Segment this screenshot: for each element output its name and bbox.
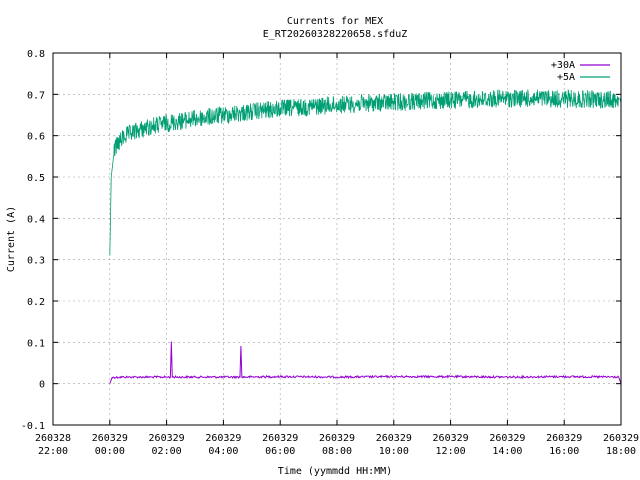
y-tick-label: 0.2 (27, 297, 45, 308)
x-tick-label-time: 06:00 (265, 446, 295, 457)
x-tick-label-time: 00:00 (95, 446, 125, 457)
x-tick-label-date: 260329 (319, 433, 355, 444)
x-tick-label-date: 260329 (546, 433, 582, 444)
y-tick-label: 0.8 (27, 49, 45, 60)
x-tick-label-time: 02:00 (152, 446, 182, 457)
y-axis-ticks: -0.1 0 0.1 0.2 0.3 0.4 0.5 0.6 0.7 0.8 (21, 49, 621, 432)
x-tick-label-date: 260328 (35, 433, 71, 444)
y-tick-label: 0.1 (27, 338, 45, 349)
x-tick-label-time: 16:00 (549, 446, 579, 457)
x-tick-label-time: 04:00 (208, 446, 238, 457)
x-tick-label-date: 260329 (262, 433, 298, 444)
x-tick-label-date: 260329 (149, 433, 185, 444)
x-tick-label-date: 260329 (433, 433, 469, 444)
y-axis-label: Current (A) (6, 206, 17, 272)
x-tick-label-date: 260329 (92, 433, 128, 444)
y-tick-label: 0.3 (27, 256, 45, 267)
legend-label: +30A (551, 60, 575, 71)
series-line (109, 88, 622, 256)
legend-label: +5A (557, 72, 575, 83)
chart-title: Currents for MEX (287, 16, 383, 27)
x-axis-ticks: 260328 22:00 260329 00:00 260329 02:00 260329 0… (35, 53, 639, 457)
plot-series (109, 88, 622, 384)
series-line (109, 341, 622, 384)
y-tick-label: 0.5 (27, 173, 45, 184)
chart-subtitle: E_RT20260328220658.sfduZ (263, 29, 408, 40)
x-tick-label-date: 260329 (603, 433, 639, 444)
x-tick-label-date: 260329 (489, 433, 525, 444)
y-tick-label: 0 (39, 380, 45, 391)
x-tick-label-time: 22:00 (38, 446, 68, 457)
x-tick-label-date: 260329 (376, 433, 412, 444)
legend: +30A+5A (551, 60, 610, 83)
x-axis-label: Time (yymmdd HH:MM) (278, 466, 392, 477)
y-tick-label: 0.4 (27, 214, 45, 225)
x-tick-label-time: 10:00 (379, 446, 409, 457)
y-tick-label: -0.1 (21, 421, 45, 432)
x-tick-label-time: 12:00 (436, 446, 466, 457)
x-tick-label-time: 18:00 (606, 446, 636, 457)
x-tick-label-date: 260329 (205, 433, 241, 444)
y-tick-label: 0.6 (27, 132, 45, 143)
x-tick-label-time: 08:00 (322, 446, 352, 457)
y-tick-label: 0.7 (27, 90, 45, 101)
x-tick-label-time: 14:00 (492, 446, 522, 457)
